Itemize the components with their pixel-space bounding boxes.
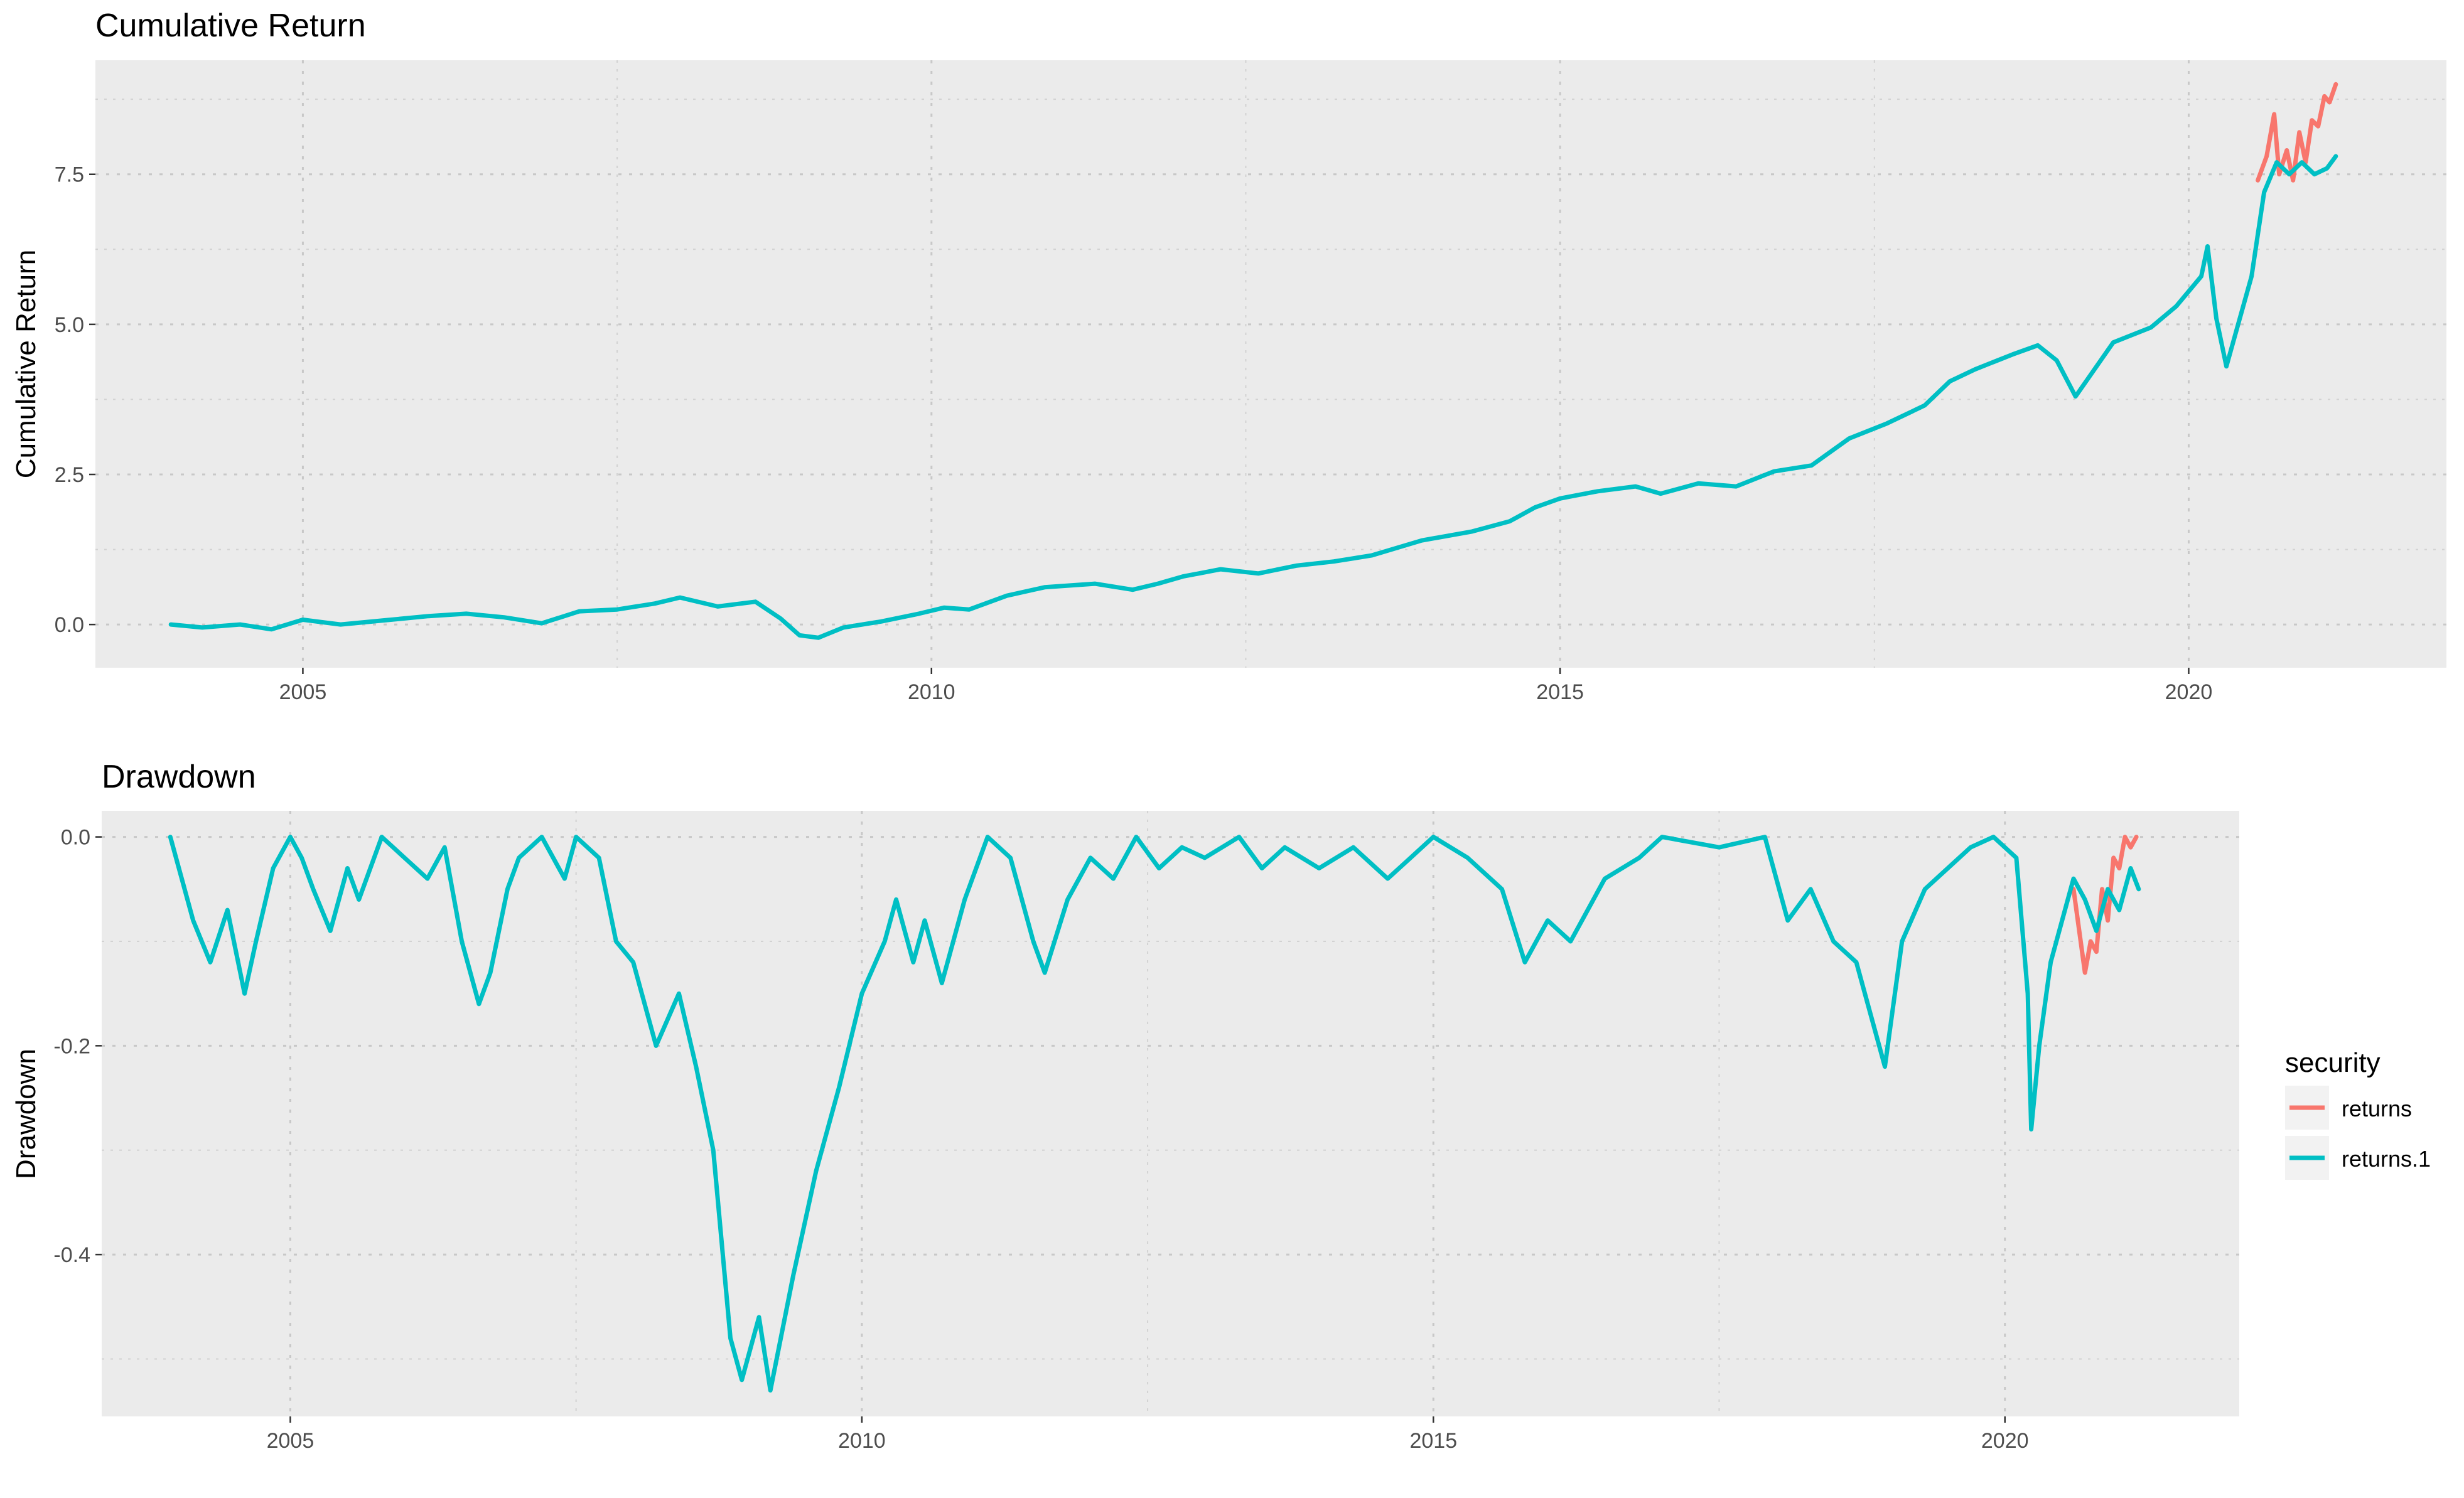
drawdown-title: Drawdown [102, 759, 256, 795]
drawdown-x-tick-label: 2015 [1409, 1429, 1457, 1453]
legend-item-returns-1: returns.1 [2285, 1136, 2431, 1180]
drawdown-y-axis-label: Drawdown [11, 1049, 41, 1179]
cumulative-return-y-ticks: 0.0 2.5 5.0 7.5 [55, 163, 95, 637]
cumulative-return-x-tick-label: 2010 [908, 680, 955, 704]
cumulative-return-x-tick-label: 2020 [2165, 680, 2213, 704]
drawdown-panel: Drawdown 0.0 -0.2 -0.4 2005 2010 2015 2020 Dr… [11, 759, 2239, 1453]
legend-label-returns-1: returns.1 [2342, 1146, 2431, 1172]
cumulative-return-y-tick-label: 0.0 [55, 613, 84, 637]
legend: security returns returns.1 [2285, 1047, 2431, 1180]
drawdown-y-tick-label: 0.0 [61, 826, 90, 850]
drawdown-series [168, 835, 2141, 1393]
drawdown-x-ticks: 2005 2010 2015 2020 [267, 1416, 2029, 1453]
cumulative-return-y-axis-label: Cumulative Return [11, 250, 41, 478]
cumulative-return-series [168, 82, 2338, 640]
drawdown-x-tick-label: 2020 [1981, 1429, 2029, 1453]
drawdown-y-tick-label: -0.2 [53, 1034, 90, 1058]
drawdown-series-line-returns-1 [168, 835, 2141, 1393]
cumulative-return-x-tick-label: 2005 [279, 680, 327, 704]
cumulative-return-x-ticks: 2005 2010 2015 2020 [279, 668, 2213, 704]
cumulative-return-x-tick-label: 2015 [1536, 680, 1584, 704]
cumulative-return-y-tick-label: 5.0 [55, 313, 84, 337]
drawdown-x-tick-label: 2005 [267, 1429, 315, 1453]
cumulative-return-series-line-returns-1 [168, 154, 2338, 640]
drawdown-y-ticks: 0.0 -0.2 -0.4 [53, 826, 102, 1267]
cumulative-return-grid [95, 60, 2446, 668]
cumulative-return-series-line-returns [2256, 82, 2338, 183]
drawdown-grid [102, 811, 2239, 1416]
legend-label-returns: returns [2342, 1096, 2412, 1121]
cumulative-return-y-tick-label: 7.5 [55, 163, 84, 187]
cumulative-return-title: Cumulative Return [95, 8, 366, 44]
drawdown-x-tick-label: 2010 [838, 1429, 886, 1453]
cumulative-return-plot-background [95, 60, 2446, 668]
drawdown-y-tick-label: -0.4 [53, 1243, 90, 1267]
legend-item-returns: returns [2285, 1086, 2412, 1130]
cumulative-return-y-tick-label: 2.5 [55, 463, 84, 487]
cumulative-return-panel: Cumulative Return 0.02.55.07.5 2005 2010 2… [11, 8, 2446, 704]
legend-title: security [2285, 1047, 2381, 1078]
